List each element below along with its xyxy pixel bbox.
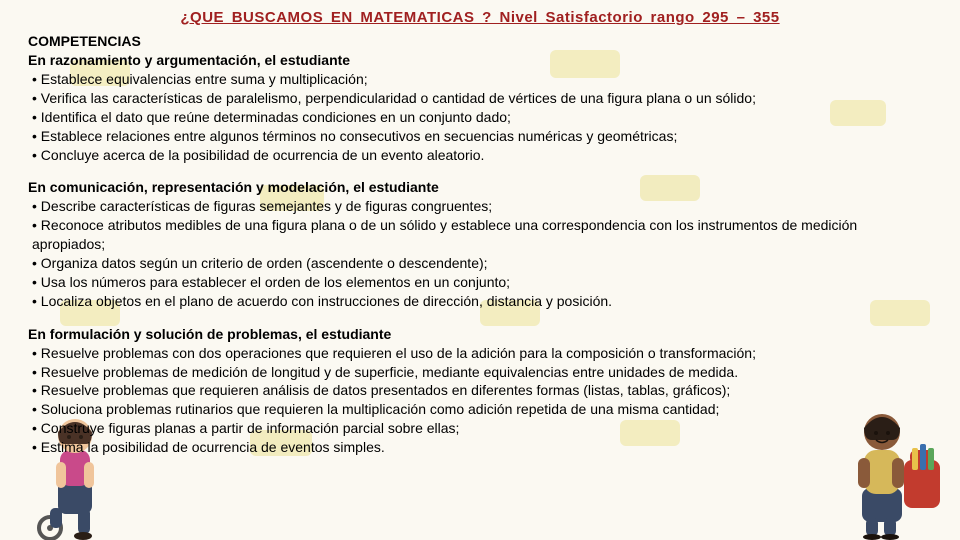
bullet-text: • Establece relaciones entre algunos tér… <box>28 127 932 146</box>
section-formulacion: En formulación y solución de problemas, … <box>28 325 932 457</box>
bullet-text: • Verifica las características de parale… <box>28 89 932 108</box>
bullet-text: • Concluye acerca de la posibilidad de o… <box>28 146 932 165</box>
section-comunicacion: En comunicación, representación y modela… <box>28 178 932 310</box>
bullet-text: • Construye figuras planas a partir de i… <box>28 419 932 438</box>
competencias-heading: COMPETENCIAS <box>28 32 932 51</box>
bullet-text: • Establece equivalencias entre suma y m… <box>28 70 932 89</box>
slide-content: ¿QUE BUSCAMOS EN MATEMATICAS ? Nivel Sat… <box>0 0 960 457</box>
bullet-text: • Estima la posibilidad de ocurrencia de… <box>28 438 932 457</box>
razonamiento-heading: En razonamiento y argumentación, el estu… <box>28 51 932 70</box>
bullet-text: • Soluciona problemas rutinarios que req… <box>28 400 932 419</box>
bullet-text: • Resuelve problemas que requieren análi… <box>28 381 932 400</box>
bullet-text: • Reconoce atributos medibles de una fig… <box>28 216 932 254</box>
bullet-text: • Resuelve problemas con dos operaciones… <box>28 344 932 363</box>
comunicacion-heading: En comunicación, representación y modela… <box>28 178 932 197</box>
bullet-text: • Organiza datos según un criterio de or… <box>28 254 932 273</box>
slide-title: ¿QUE BUSCAMOS EN MATEMATICAS ? Nivel Sat… <box>28 8 932 28</box>
bullet-text: • Resuelve problemas de medición de long… <box>28 363 932 382</box>
bullet-text: • Describe características de figuras se… <box>28 197 932 216</box>
bullet-text: • Usa los números para establecer el ord… <box>28 273 932 292</box>
bullet-text: • Localiza objetos en el plano de acuerd… <box>28 292 932 311</box>
formulacion-heading: En formulación y solución de problemas, … <box>28 325 932 344</box>
bullet-text: • Identifica el dato que reúne determina… <box>28 108 932 127</box>
section-razonamiento: COMPETENCIAS En razonamiento y argumenta… <box>28 32 932 164</box>
